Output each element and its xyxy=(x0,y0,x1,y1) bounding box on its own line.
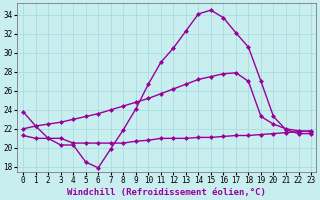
X-axis label: Windchill (Refroidissement éolien,°C): Windchill (Refroidissement éolien,°C) xyxy=(67,188,266,197)
